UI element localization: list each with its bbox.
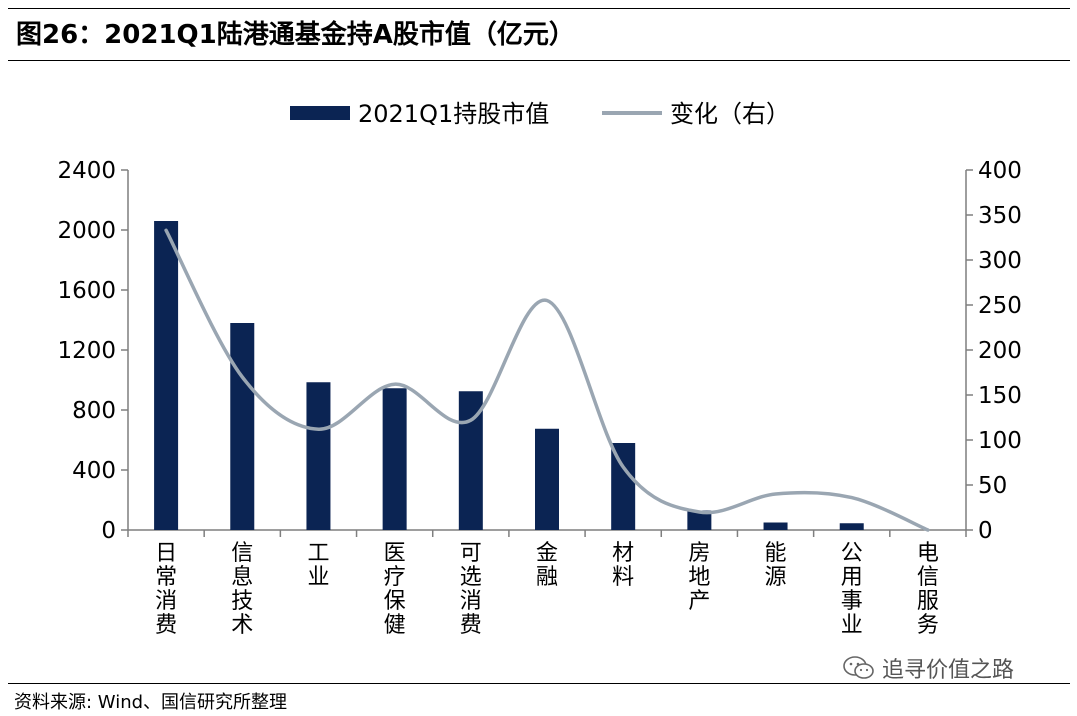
title-rule bbox=[8, 60, 1070, 61]
change-line bbox=[164, 228, 930, 532]
bar bbox=[763, 522, 788, 530]
category-label: 能源 bbox=[765, 541, 787, 590]
legend: 2021Q1持股市值 变化（右） bbox=[290, 100, 790, 128]
bar bbox=[382, 388, 407, 530]
category-label: 日常消费 bbox=[155, 541, 177, 638]
category-label: 金融 bbox=[536, 541, 558, 590]
line-series bbox=[164, 228, 930, 532]
right-tick-label: 350 bbox=[978, 203, 1022, 229]
source-note: 资料来源: Wind、国信研究所整理 bbox=[14, 692, 288, 713]
legend-bar-swatch bbox=[290, 106, 350, 120]
category-label: 信息技术 bbox=[231, 541, 253, 638]
bar bbox=[839, 523, 864, 530]
watermark: 追寻价值之路 bbox=[842, 652, 1014, 684]
left-tick-label: 0 bbox=[101, 518, 116, 544]
bar bbox=[154, 221, 179, 530]
left-tick-label: 2400 bbox=[57, 158, 116, 184]
axes: 0 400 800 1200 1600 2000 2400 0 50 100 150 200 250 30… bbox=[57, 158, 1021, 544]
left-tick-label: 400 bbox=[72, 458, 116, 484]
bar bbox=[230, 323, 255, 530]
left-tick-label: 1600 bbox=[57, 278, 116, 304]
legend-bar-label: 2021Q1持股市值 bbox=[358, 100, 549, 128]
category-label: 材料 bbox=[612, 541, 634, 590]
category-label: 可选消费 bbox=[460, 541, 482, 638]
category-label: 公用事业 bbox=[841, 541, 863, 638]
left-tick-label: 2000 bbox=[57, 218, 116, 244]
left-tick-label: 800 bbox=[72, 398, 116, 424]
right-tick-label: 150 bbox=[978, 383, 1022, 409]
category-label: 电信服务 bbox=[917, 541, 939, 638]
category-label: 房地产 bbox=[688, 541, 710, 614]
bar-series bbox=[154, 221, 864, 530]
left-tick-label: 1200 bbox=[57, 338, 116, 364]
bar bbox=[687, 510, 712, 530]
wechat-icon bbox=[843, 656, 874, 679]
category-label: 工业 bbox=[307, 541, 329, 590]
category-labels: 日常消费 信息技术 工业 医疗保健 可选消费 金融 材料 房地产 能源 公用事业 电信服务 bbox=[155, 541, 939, 638]
bar bbox=[306, 382, 331, 530]
right-tick-label: 400 bbox=[978, 158, 1022, 184]
bar bbox=[535, 428, 559, 530]
right-tick-label: 0 bbox=[978, 518, 993, 544]
bar bbox=[611, 443, 636, 530]
right-tick-label: 300 bbox=[978, 248, 1022, 274]
right-tick-label: 100 bbox=[978, 428, 1022, 454]
chart-title: 图26：2021Q1陆港通基金持A股市值（亿元） bbox=[16, 20, 575, 50]
bottom-rule bbox=[8, 683, 1070, 684]
top-rule bbox=[8, 8, 1070, 9]
right-tick-label: 200 bbox=[978, 338, 1022, 364]
legend-line-label: 变化（右） bbox=[670, 100, 790, 128]
watermark-text: 追寻价值之路 bbox=[882, 658, 1015, 683]
chart-canvas: 2021Q1持股市值 变化（右） 04008001200160020002400… bbox=[57, 100, 1021, 638]
right-tick-label: 50 bbox=[978, 473, 1007, 499]
category-label: 医疗保健 bbox=[384, 541, 406, 638]
right-tick-label: 250 bbox=[978, 293, 1022, 319]
